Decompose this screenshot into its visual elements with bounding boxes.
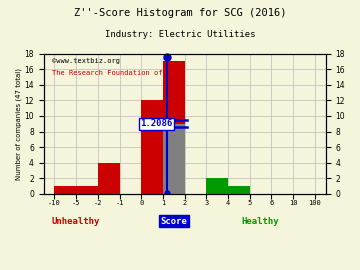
Text: Healthy: Healthy [242,217,279,226]
Text: Z''-Score Histogram for SCG (2016): Z''-Score Histogram for SCG (2016) [74,8,286,18]
Text: The Research Foundation of SUNY: The Research Foundation of SUNY [52,70,184,76]
Text: 1.2086: 1.2086 [140,119,172,128]
Bar [228,186,250,194]
Text: Industry: Electric Utilities: Industry: Electric Utilities [105,30,255,39]
Bar [76,186,98,194]
Bar [163,124,185,194]
Y-axis label: Number of companies (47 total): Number of companies (47 total) [15,68,22,180]
Text: Unhealthy: Unhealthy [52,217,100,226]
Bar [98,163,120,194]
Text: Score: Score [160,217,187,226]
Text: ©www.textbiz.org: ©www.textbiz.org [52,58,120,64]
Bar [206,178,228,194]
Bar [163,61,185,194]
Bar [54,186,76,194]
Bar [141,100,163,194]
